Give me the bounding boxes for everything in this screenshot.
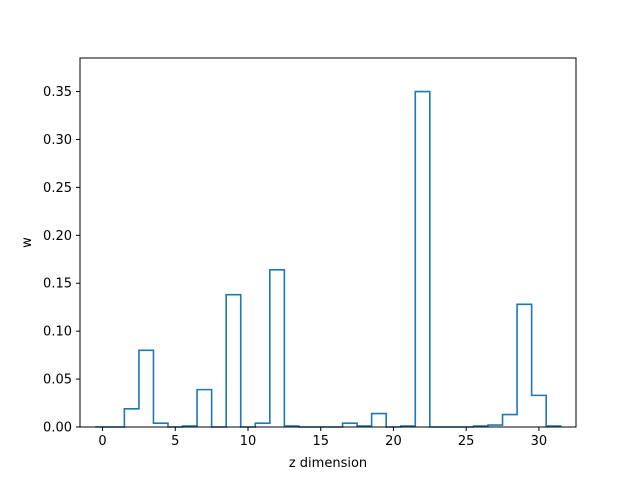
histogram-bar-2 <box>124 409 139 427</box>
histogram-bar-11 <box>255 423 270 427</box>
histogram-bar-7 <box>197 390 212 427</box>
y-tick-label: 0.25 <box>43 181 72 196</box>
x-tick-label: 5 <box>171 434 179 449</box>
y-ticks: 0.00 0.05 0.10 0.15 0.20 0.25 0.30 0.35 <box>43 85 80 436</box>
histogram-bar-19 <box>372 414 387 427</box>
y-tick-label: 0.00 <box>43 421 72 436</box>
histogram-bar-9 <box>226 295 241 427</box>
histogram-bar-3 <box>139 350 154 427</box>
histogram-bar-17 <box>343 423 358 427</box>
x-tick-label: 15 <box>312 434 329 449</box>
y-tick-label: 0.20 <box>43 229 72 244</box>
y-tick-label: 0.35 <box>43 85 72 100</box>
x-tick-label: 0 <box>98 434 106 449</box>
histogram-bar-30 <box>532 395 547 427</box>
histogram-bar-12 <box>270 270 285 427</box>
y-axis-label: w <box>20 237 35 248</box>
histogram-bar-29 <box>517 304 532 427</box>
axes-frame <box>79 57 577 428</box>
x-tick-label: 25 <box>458 434 475 449</box>
x-tick-label: 30 <box>531 434 548 449</box>
x-tick-label: 20 <box>385 434 402 449</box>
x-axis-label: z dimension <box>289 456 367 471</box>
axes-layer <box>79 57 577 428</box>
y-tick-label: 0.30 <box>43 133 72 148</box>
y-tick-label: 0.10 <box>43 325 72 340</box>
y-tick-label: 0.15 <box>43 277 72 292</box>
histogram-bar-28 <box>503 415 518 427</box>
histogram-bar-22 <box>415 92 430 427</box>
y-tick-label: 0.05 <box>43 373 72 388</box>
histogram-bar-4 <box>153 423 168 427</box>
x-ticks: 0 5 10 15 20 25 30 <box>98 427 547 449</box>
x-tick-label: 10 <box>240 434 257 449</box>
